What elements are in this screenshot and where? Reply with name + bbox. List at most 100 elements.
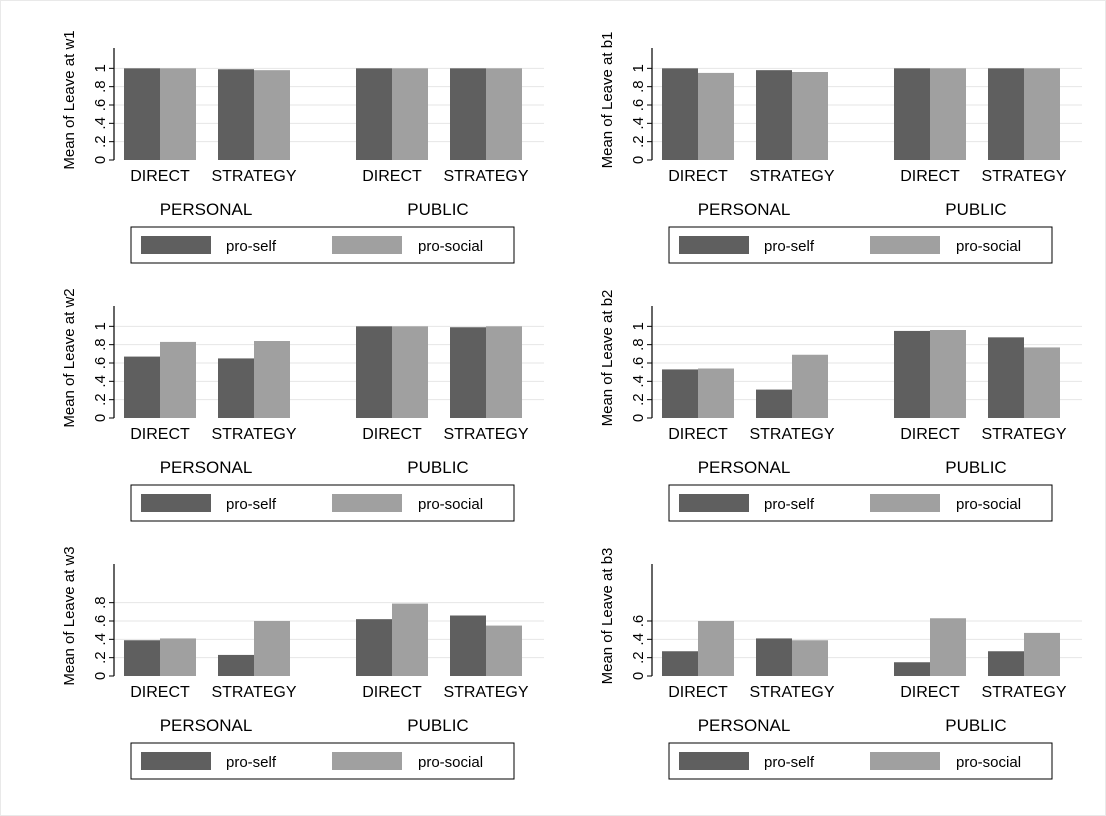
category-label: STRATEGY	[749, 426, 834, 443]
bar-pro-social-personal-strategy	[254, 70, 290, 160]
y-tick-label: .8	[92, 338, 109, 351]
bar-pro-social-public-strategy	[486, 326, 522, 418]
bar-pro-social-public-direct	[392, 603, 428, 676]
group-label: PUBLIC	[407, 200, 468, 219]
legend-label-pro-self: pro-self	[764, 754, 815, 771]
legend-label-pro-self: pro-self	[764, 238, 815, 255]
y-tick-label: 1	[92, 322, 109, 330]
group-label: PUBLIC	[945, 716, 1006, 735]
y-tick-label: .2	[630, 393, 647, 406]
y-axis-label: Mean of Leave at b3	[599, 548, 616, 685]
category-label: STRATEGY	[981, 168, 1066, 185]
y-tick-label: 0	[630, 414, 647, 422]
chart-panel-2: 0 .2 .4 .6 .8 1 Mean of Leave at b1 DIRECT STRAT…	[599, 32, 1082, 264]
legend-swatch-pro-self	[679, 494, 749, 512]
chart-panel-3: 0 .2 .4 .6 .8 1 Mean of Leave at w2 DIRECT STRAT…	[61, 288, 544, 522]
bar-pro-self-public-strategy	[988, 68, 1024, 160]
chart-panel-1: 0 .2 .4 .6 .8 1 Mean of Leave at w1 DIRECT STRAT…	[61, 30, 544, 264]
y-tick-label: .4	[630, 117, 647, 130]
bar-pro-self-personal-strategy	[756, 638, 792, 676]
y-tick-label: .8	[92, 80, 109, 93]
y-tick-label: .6	[630, 615, 647, 628]
bar-pro-self-public-direct	[894, 330, 930, 418]
category-label: DIRECT	[362, 426, 422, 443]
y-tick-label: .2	[92, 651, 109, 664]
legend-label-pro-social: pro-social	[956, 238, 1021, 255]
bar-pro-self-personal-strategy	[218, 358, 254, 418]
legend-label-pro-self: pro-self	[764, 496, 815, 513]
category-label: DIRECT	[900, 684, 960, 701]
legend-label-pro-social: pro-social	[956, 754, 1021, 771]
bar-pro-social-personal-direct	[698, 368, 734, 418]
bar-pro-self-personal-direct	[124, 356, 160, 418]
legend-label-pro-social: pro-social	[956, 496, 1021, 513]
legend-swatch-pro-self	[141, 494, 211, 512]
y-tick-label: 0	[630, 672, 647, 680]
bar-pro-social-public-direct	[930, 68, 966, 160]
legend-label-pro-self: pro-self	[226, 754, 277, 771]
bar-pro-self-personal-direct	[124, 640, 160, 676]
y-tick-label: .4	[92, 117, 109, 130]
group-label: PERSONAL	[698, 458, 791, 477]
bar-pro-social-personal-direct	[698, 621, 734, 676]
y-tick-label: 0	[92, 672, 109, 680]
y-axis-label: Mean of Leave at w1	[61, 30, 78, 169]
category-label: STRATEGY	[443, 168, 528, 185]
legend-swatch-pro-self	[141, 752, 211, 770]
y-tick-label: 1	[630, 322, 647, 330]
bar-pro-social-personal-strategy	[792, 640, 828, 676]
y-tick-label: 0	[630, 156, 647, 164]
legend-swatch-pro-self	[679, 236, 749, 254]
bar-pro-social-public-strategy	[1024, 632, 1060, 676]
legend-swatch-pro-self	[679, 752, 749, 770]
category-label: DIRECT	[900, 168, 960, 185]
y-tick-label: .4	[92, 633, 109, 646]
bar-pro-social-public-direct	[930, 618, 966, 676]
bar-pro-self-public-strategy	[450, 327, 486, 418]
category-label: DIRECT	[668, 168, 728, 185]
group-label: PERSONAL	[160, 716, 253, 735]
y-tick-label: .2	[92, 135, 109, 148]
bar-pro-social-public-strategy	[1024, 347, 1060, 418]
category-label: STRATEGY	[443, 684, 528, 701]
bar-pro-self-personal-strategy	[218, 69, 254, 160]
legend-label-pro-self: pro-self	[226, 496, 277, 513]
bar-pro-social-public-strategy	[1024, 68, 1060, 160]
category-label: DIRECT	[130, 168, 190, 185]
y-axis-label: Mean of Leave at b1	[599, 32, 616, 169]
bar-pro-self-personal-strategy	[218, 654, 254, 676]
bar-pro-self-personal-direct	[662, 651, 698, 676]
bar-pro-social-personal-direct	[160, 341, 196, 418]
category-label: STRATEGY	[211, 168, 296, 185]
bar-pro-self-public-direct	[894, 662, 930, 676]
group-label: PERSONAL	[698, 716, 791, 735]
category-label: DIRECT	[130, 426, 190, 443]
legend-swatch-pro-self	[141, 236, 211, 254]
bar-pro-self-public-direct	[894, 68, 930, 160]
bar-pro-social-public-direct	[930, 330, 966, 418]
y-tick-label: .4	[630, 633, 647, 646]
bar-pro-self-personal-strategy	[756, 389, 792, 418]
group-label: PUBLIC	[945, 458, 1006, 477]
bar-pro-social-public-strategy	[486, 625, 522, 676]
y-tick-label: 1	[630, 64, 647, 72]
bar-pro-social-public-strategy	[486, 68, 522, 160]
y-tick-label: .6	[92, 357, 109, 370]
bar-pro-social-personal-strategy	[254, 621, 290, 676]
y-tick-label: .4	[630, 375, 647, 388]
group-label: PERSONAL	[698, 200, 791, 219]
legend-label-pro-social: pro-social	[418, 754, 483, 771]
bar-pro-self-public-direct	[356, 619, 392, 676]
category-label: STRATEGY	[981, 684, 1066, 701]
chart-panel-5: 0 .2 .4 .6 .8 Mean of Leave at w3 DIRECT STRATE…	[61, 546, 544, 780]
y-tick-label: 1	[92, 64, 109, 72]
category-label: STRATEGY	[211, 426, 296, 443]
chart-panel-4: 0 .2 .4 .6 .8 1 Mean of Leave at b2 DIRECT STRAT…	[599, 290, 1082, 522]
bar-pro-self-personal-direct	[662, 369, 698, 418]
bar-pro-self-public-strategy	[450, 615, 486, 676]
legend-swatch-pro-social	[332, 236, 402, 254]
y-tick-label: 0	[92, 156, 109, 164]
category-label: STRATEGY	[981, 426, 1066, 443]
bar-pro-social-personal-direct	[698, 72, 734, 160]
